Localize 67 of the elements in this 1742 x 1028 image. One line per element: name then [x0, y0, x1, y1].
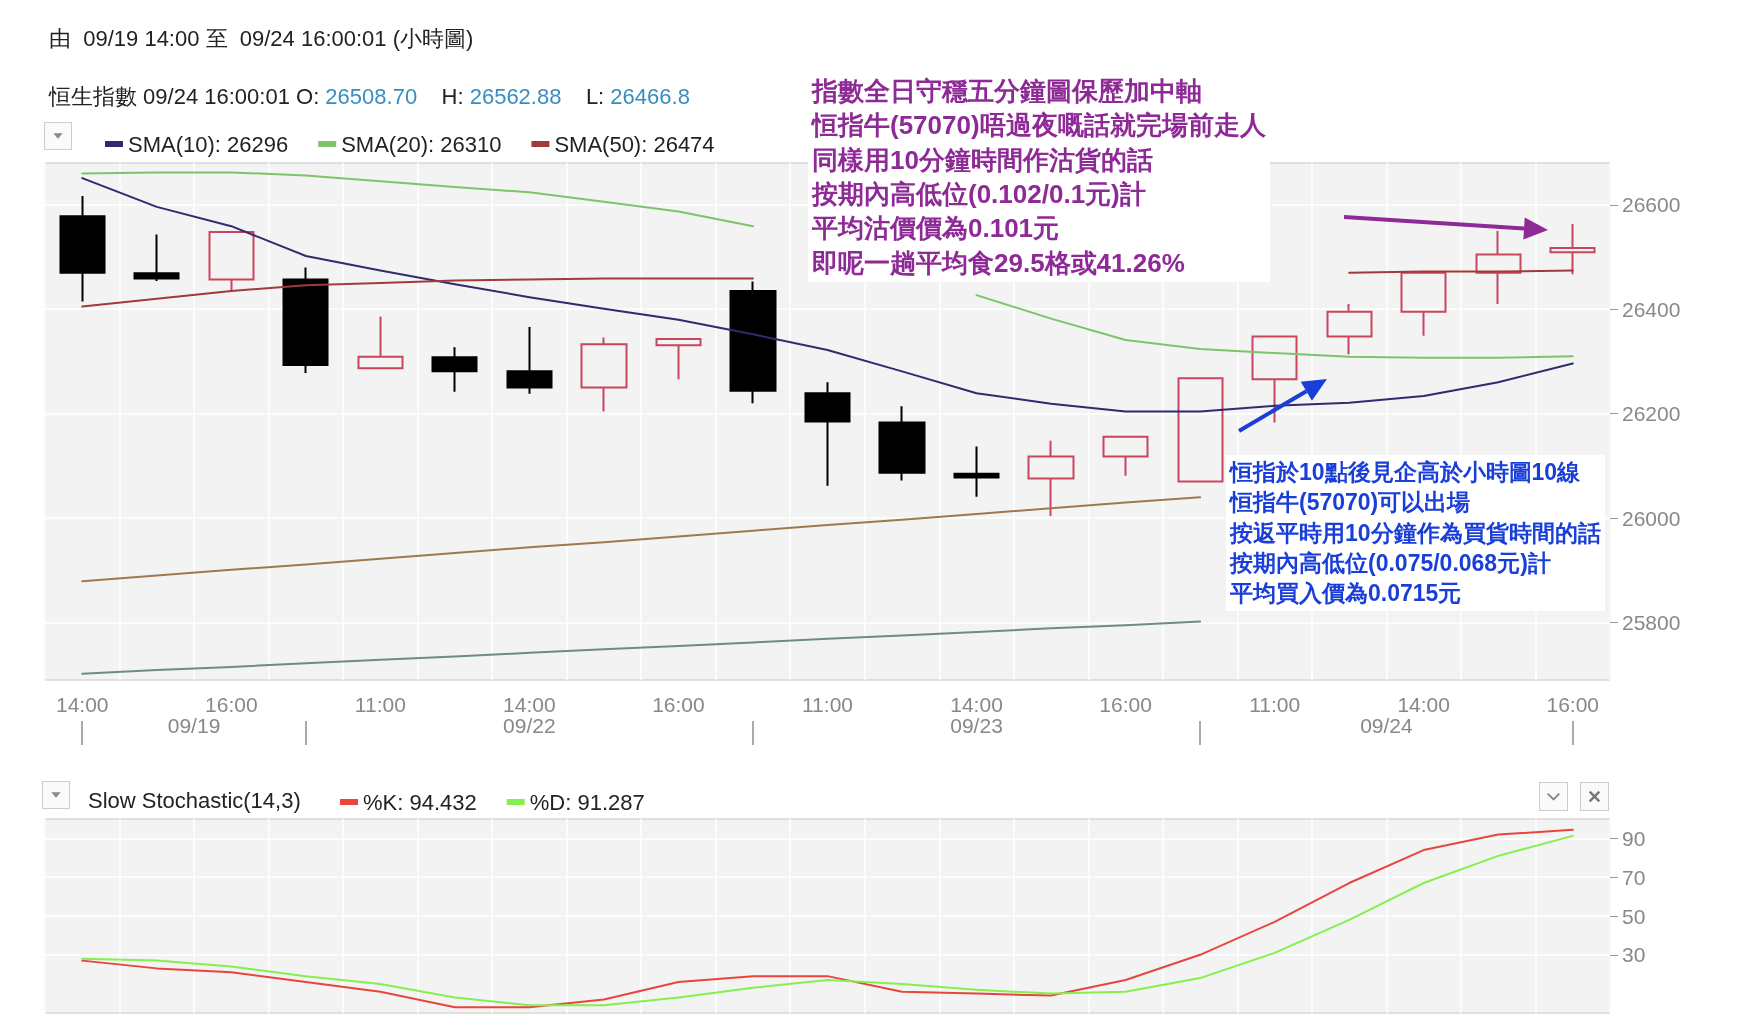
- y-tick-label: 30: [1622, 943, 1646, 967]
- legend-label: SMA(50): 26474: [554, 131, 715, 157]
- y-tick-label: 50: [1622, 904, 1646, 928]
- candlestick: [59, 194, 106, 303]
- x-tick-label: 11:00: [354, 693, 406, 716]
- x-tick-label: 14:00: [55, 693, 109, 716]
- candlestick: [1027, 439, 1075, 518]
- candlestick: [133, 233, 180, 283]
- candlestick: [804, 381, 851, 487]
- annotation: 按返平時用10分鐘作為買貨時間的話: [1230, 518, 1601, 548]
- y-tick-label: 26200: [1622, 402, 1681, 426]
- y-tick-label: 25800: [1622, 611, 1681, 635]
- legend-label: SMA(10): 26296: [128, 131, 289, 157]
- x-tick-label: 11:00: [1249, 693, 1301, 716]
- x-tick-label: 14:00: [1397, 693, 1450, 716]
- candlestick: [1326, 303, 1373, 356]
- candlestick: [729, 280, 777, 405]
- y-tick-label: 70: [1622, 865, 1646, 889]
- candlestick: [431, 346, 478, 393]
- candlestick: [1177, 377, 1224, 483]
- candlestick: [1400, 271, 1447, 337]
- line-series: [81, 620, 1202, 675]
- candlestick: [282, 266, 329, 374]
- text: 09/19: [167, 714, 221, 738]
- y-tick-label: 26000: [1622, 506, 1681, 530]
- x-tick-label: 16:00: [1546, 693, 1600, 716]
- candlestick: [1251, 335, 1298, 424]
- legend-label: %K: 94.432: [363, 789, 477, 815]
- annotation: 即呢一趟平均食29.5格或41.26%: [812, 246, 1186, 280]
- x-tick-label: 14:00: [503, 693, 556, 716]
- candlestick: [878, 405, 926, 482]
- x-tick-label: 16:00: [1099, 693, 1152, 716]
- annotation: 平均沽價價為0.101元: [812, 212, 1061, 246]
- annotation: 恒指牛(57070)可以出場: [1230, 488, 1472, 518]
- chart-title: Slow Stochastic(14,3): [88, 787, 301, 813]
- legend-label: %D: 91.287: [529, 789, 645, 815]
- candlestick: [953, 445, 1000, 498]
- chart-subtitle: 恒生指數 09/24 16:00:01 O: 26508.70 H: 26562.88 L: 26466.8: [48, 83, 690, 109]
- x-tick-label: 16:00: [652, 693, 705, 716]
- candlestick: [208, 230, 255, 292]
- annotation: 恒指於10點後見企高於小時圖10線: [1230, 458, 1582, 487]
- text: 09/22: [503, 714, 556, 738]
- annotation: 按期內高低位(0.075/0.068元)計: [1230, 549, 1552, 579]
- text: 09/24: [1360, 714, 1413, 738]
- annotation: 按期內高低位(0.102/0.1元)計: [812, 177, 1147, 211]
- candlestick: [1475, 229, 1522, 305]
- candlestick: [1102, 435, 1149, 477]
- y-tick-label: 90: [1622, 826, 1646, 850]
- line-series: [81, 496, 1202, 583]
- y-tick-label: 26400: [1622, 297, 1681, 321]
- candlestick: [1549, 223, 1596, 276]
- annotation: 同樣用10分鐘時間作沽貨的話: [812, 143, 1154, 177]
- legend-label: SMA(20): 26310: [341, 131, 502, 157]
- y-tick-label: 26600: [1622, 193, 1681, 217]
- annotation: 平均買入價為0.0715元: [1230, 579, 1463, 609]
- candlestick: [655, 337, 702, 381]
- candlestick: [357, 315, 404, 371]
- x-tick-label: 14:00: [950, 693, 1003, 716]
- text: 指數全日守穩五分鐘圖保歷加中軸: [812, 75, 1203, 108]
- candlestick: [506, 325, 553, 395]
- text: 09/23: [950, 714, 1003, 738]
- x-tick-label: 11:00: [802, 693, 853, 716]
- line-series: [81, 177, 1574, 413]
- text: 恒指牛(57070)唔過夜嘅話就完場前走人: [812, 109, 1266, 143]
- chart-title: 由 09/19 14:00 至 09/24 16:00:01 (小時圖): [49, 25, 474, 51]
- x-tick-label: 16:00: [205, 693, 258, 716]
- candlestick: [580, 336, 628, 413]
